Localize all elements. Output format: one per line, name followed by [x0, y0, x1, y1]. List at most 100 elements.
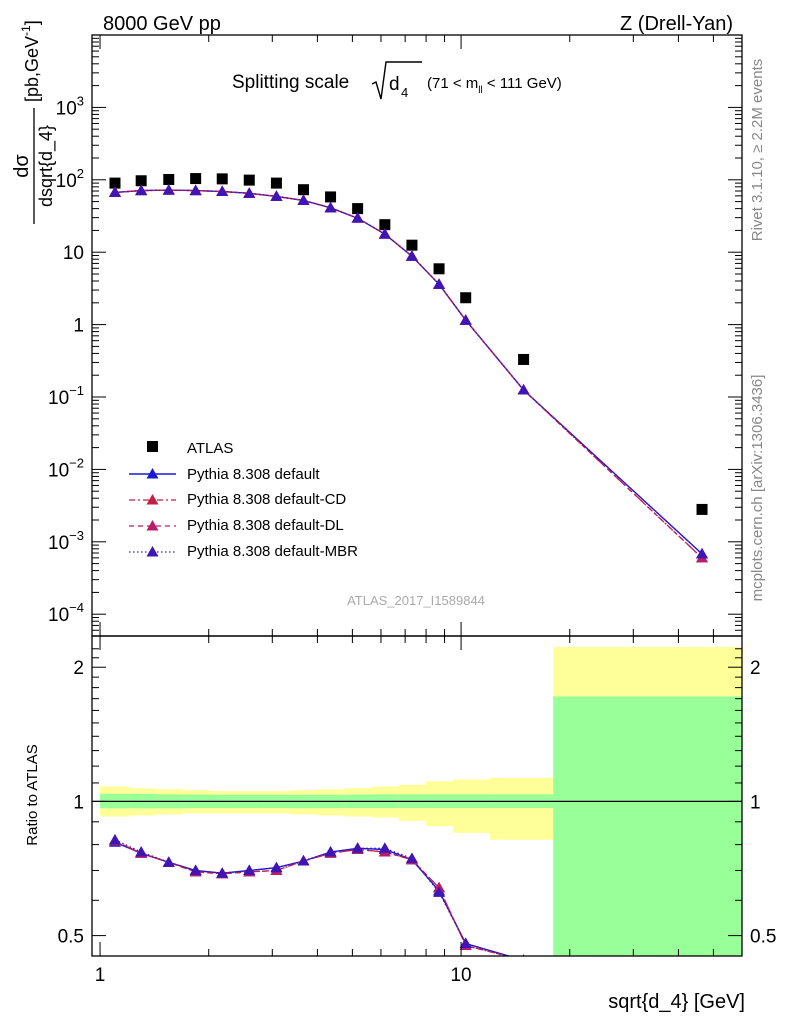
main-point-mbr — [696, 547, 709, 559]
legend-label-mbr: Pythia 8.308 default-MBR — [187, 543, 358, 560]
ratio-point-mbr — [108, 833, 121, 845]
ratio-point-mbr — [433, 886, 446, 897]
legend-entry-mbr: Pythia 8.308 default-MBR — [129, 543, 358, 560]
legend-label-atlas: ATLAS — [187, 440, 233, 457]
main-title-subscript: 4 — [401, 85, 408, 100]
sqrt-sign — [371, 61, 422, 100]
main-point-mbr — [433, 278, 446, 289]
y-label-denominator: dsqrt{d_4} — [36, 125, 57, 207]
legend-entry-dl: Pythia 8.308 default-DL — [129, 517, 344, 534]
ratio-y-tick-label: 2 — [750, 658, 761, 679]
y-axis-label: dσ dsqrt{d_4} [pb,GeV-1] — [11, 20, 57, 224]
ratio-point-mbr — [459, 937, 472, 949]
main-point-mbr — [378, 228, 391, 239]
axis-ticks — [92, 34, 743, 956]
legend: ATLAS Pythia 8.308 default Pythia 8.308 … — [129, 440, 358, 560]
atlas-point — [379, 219, 391, 231]
main-point-mbr — [517, 383, 530, 395]
main-title-text: Splitting scale — [232, 72, 349, 93]
main-point-mbr — [297, 194, 310, 205]
ratio-line-dl — [114, 840, 510, 956]
main-series-lines — [114, 189, 703, 559]
ratio-series-lines — [114, 839, 512, 956]
atlas-point — [190, 173, 202, 185]
ratio-point-mbr — [297, 855, 310, 866]
ratio-y-tick-label: 1 — [73, 792, 84, 813]
main-point-mbr — [162, 184, 175, 195]
header-right: Z (Drell-Yan) — [620, 13, 733, 35]
band-stat-bin — [553, 696, 743, 956]
legend-entry-cd: Pythia 8.308 default-CD — [129, 491, 346, 508]
atlas-point — [135, 175, 147, 187]
legend-entry-default: Pythia 8.308 default — [129, 466, 320, 483]
main-title-cut: (71 < mll < 111 GeV) — [427, 75, 562, 96]
main-line-dl — [114, 189, 703, 559]
main-point-mbr — [216, 185, 229, 196]
y-tick-label: 103 — [56, 93, 84, 119]
legend-marker-mbr — [146, 546, 159, 557]
ratio-y-tick-label: 1 — [750, 792, 761, 813]
atlas-point — [243, 174, 255, 186]
side-label-rivet: Rivet 3.1.10, ≥ 2.2M events — [749, 59, 766, 242]
legend-marker-default — [146, 468, 159, 479]
legend-marker-atlas — [147, 441, 158, 452]
main-point-mbr — [243, 187, 256, 198]
ratio-series-markers — [108, 833, 525, 956]
ratio-y-tick-label: 0.5 — [58, 927, 84, 948]
main-point-mbr — [189, 184, 202, 196]
ratio-point-mbr — [405, 852, 418, 863]
ratio-point-mbr — [270, 861, 283, 873]
main-point-mbr — [270, 190, 283, 201]
ratio-point-mbr — [162, 856, 175, 867]
main-line-cd — [114, 189, 703, 559]
ratio-point-mbr — [351, 842, 364, 853]
main-title-symbol: d — [389, 74, 400, 95]
analysis-id: ATLAS_2017_I1589844 — [347, 593, 485, 608]
legend-entry-atlas: ATLAS — [147, 440, 233, 457]
y-label-unit: [pb,GeV-1] — [19, 20, 42, 102]
y-tick-label: 1 — [73, 316, 84, 337]
y-label-numerator: dσ — [11, 154, 33, 178]
x-axis-label: sqrt{d_4} [GeV] — [608, 991, 745, 1013]
y-tick-label: 10−3 — [48, 528, 84, 554]
header-left: 8000 GeV pp — [103, 13, 221, 35]
main-point-mbr — [459, 314, 472, 325]
main-point-mbr — [405, 250, 418, 261]
band-total-bin — [489, 777, 554, 840]
legend-label-default: Pythia 8.308 default — [187, 466, 320, 483]
side-label-mcplots: mcplots.cern.ch [arXiv:1306.3436] — [749, 375, 766, 602]
atlas-point — [163, 173, 175, 185]
axis-tick-labels: 10−4 10−3 10−2 10−1 1 10 102 103 0.5 0.5 1 1 2 2 1 10 — [48, 93, 776, 986]
ratio-y-tick-label: 2 — [73, 658, 84, 679]
atlas-point — [696, 503, 708, 515]
ratio-point-mbr — [189, 864, 202, 875]
legend-label-cd: Pythia 8.308 default-CD — [187, 491, 346, 508]
atlas-point — [297, 184, 309, 196]
ratio-point-mbr — [135, 846, 148, 857]
x-tick-label: 10 — [450, 965, 471, 986]
ratio-line-cd — [114, 840, 510, 956]
y-tick-label: 10−1 — [48, 383, 84, 409]
legend-marker-cd — [146, 494, 159, 505]
atlas-point — [109, 177, 121, 189]
legend-label-dl: Pythia 8.308 default-DL — [187, 517, 344, 534]
main-series-markers — [108, 173, 709, 563]
atlas-point — [406, 239, 418, 251]
x-tick-label: 1 — [95, 965, 106, 986]
atlas-point — [325, 191, 337, 203]
y-tick-label: 10 — [63, 243, 84, 264]
main-point-mbr — [324, 201, 337, 213]
ratio-point-mbr — [324, 846, 337, 857]
ratio-point-mbr — [378, 842, 391, 853]
ratio-line-default — [114, 841, 512, 956]
main-point-mbr — [135, 184, 148, 196]
atlas-point — [352, 203, 364, 215]
legend-marker-dl — [146, 520, 159, 531]
main-point-mbr — [351, 212, 364, 223]
main-point-mbr — [108, 186, 121, 197]
atlas-point — [270, 177, 282, 189]
y-tick-label: 10−2 — [48, 455, 84, 481]
y-tick-label: 10−4 — [48, 600, 84, 626]
y-tick-label: 102 — [56, 166, 84, 192]
